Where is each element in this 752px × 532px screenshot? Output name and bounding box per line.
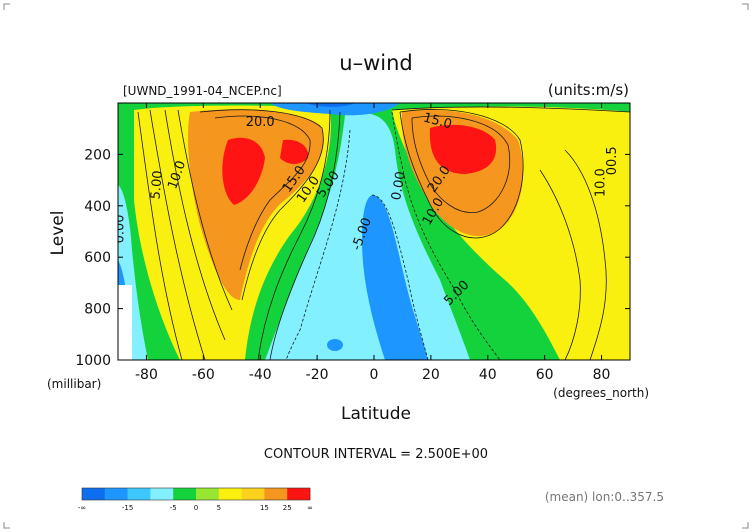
x-tick-label: 60 [536, 367, 554, 383]
field-red-south-2 [280, 139, 309, 164]
x-tick-label: -60 [192, 367, 215, 383]
x-tick-label: 80 [593, 367, 611, 383]
colorbar-swatch [218, 488, 242, 500]
units-label: (units:m/s) [548, 81, 629, 99]
field-blue-blob [327, 339, 343, 351]
x-axis-ticks: -80 -60 -40 -20 0 20 40 60 80 [135, 103, 610, 383]
y-axis-label: Level [48, 211, 68, 256]
x-tick-label: 20 [422, 367, 440, 383]
contour-interval-text: CONTOUR INTERVAL = 2.500E+00 [264, 447, 488, 462]
colorbar-swatch [127, 488, 151, 500]
colorbar-swatch [264, 488, 288, 500]
colorbar-tick-label: -5 [170, 504, 177, 512]
y-tick-label: 1000 [75, 353, 111, 369]
colorbar: -∞ -15 -5 0 5 15 25 ∞ [78, 487, 313, 512]
colorbar-swatch [150, 488, 174, 500]
colorbar-tick-label: 25 [283, 504, 292, 512]
x-tick-label: -80 [135, 367, 158, 383]
colorbar-swatch [82, 488, 106, 500]
contour-labels: 20.010.0 15.010.05.00 5.000.00 -5.000.0015.… [113, 110, 620, 308]
contour-label: 0.00 [389, 170, 409, 201]
footer-text: (mean) lon:0..357.5 [545, 490, 664, 504]
y-tick-label: 200 [84, 147, 111, 163]
field-blue-tropics [362, 195, 428, 360]
field-missing-data [118, 285, 132, 360]
colorbar-tick-label: 0 [194, 504, 198, 512]
colorbar-frame [81, 487, 311, 501]
field-blue-top [270, 103, 400, 116]
y-axis-units: (millibar) [47, 377, 101, 391]
contour-label: 20.0 [246, 115, 275, 130]
colorbar-swatch [173, 488, 197, 500]
y-tick-label: 800 [84, 302, 111, 318]
contour-label: 00.5 [605, 146, 620, 175]
field-red-north [429, 124, 497, 174]
x-axis-units: (degrees_north) [553, 386, 649, 400]
colorbar-swatch [241, 488, 265, 500]
colorbar-swatch [104, 488, 128, 500]
contour-lines [137, 106, 630, 360]
colorbar-tick-label: ∞ [307, 504, 313, 512]
source-label: [UWND_1991-04_NCEP.nc] [123, 84, 282, 98]
y-tick-label: 400 [84, 199, 111, 215]
field-red-south-1 [222, 137, 265, 205]
y-axis-ticks: 200 400 600 800 1000 [75, 147, 630, 369]
x-tick-label: 40 [479, 367, 497, 383]
y-tick-label: 600 [84, 250, 111, 266]
colorbar-tick-label: -∞ [78, 504, 86, 512]
x-tick-label: -20 [306, 367, 329, 383]
colorbar-tick-label: 5 [217, 504, 221, 512]
colorbar-swatch [287, 488, 311, 500]
colorbar-swatch [196, 488, 220, 500]
x-tick-label: 0 [370, 367, 379, 383]
colorbar-tick-label: 15 [260, 504, 269, 512]
contour-label: 15.0 [422, 110, 454, 132]
contour-label: 5.00 [148, 170, 165, 200]
contour-label: 10.0 [593, 168, 608, 197]
chart-title: u–wind [339, 51, 412, 75]
colorbar-tick-label: -15 [122, 504, 133, 512]
contour-field [118, 103, 630, 360]
x-tick-label: -40 [249, 367, 272, 383]
x-axis-label: Latitude [341, 404, 411, 424]
contour-label: 0.00 [113, 214, 128, 243]
corner-marks [3, 3, 749, 529]
